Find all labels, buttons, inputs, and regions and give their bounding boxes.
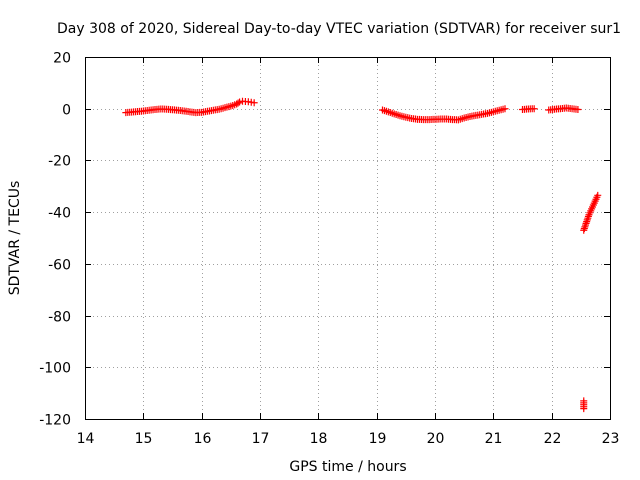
x-tick-label: 21	[485, 431, 503, 447]
y-tick-label: -60	[48, 258, 71, 274]
x-tick-label: 15	[135, 431, 153, 447]
x-axis-tick-labels: 14 15 16 17 18 19 20 21 22 23	[77, 431, 620, 447]
y-tick-label: 20	[53, 51, 71, 67]
x-tick-label: 14	[77, 431, 95, 447]
chart-title: Day 308 of 2020, Sidereal Day-to-day VTE…	[57, 21, 621, 37]
grid	[85, 57, 610, 419]
y-tick-label: -80	[48, 310, 71, 326]
y-axis-label: SDTVAR / TECUs	[7, 181, 23, 296]
data-point	[580, 405, 588, 413]
y-tick-label: -40	[48, 206, 71, 222]
x-tick-label: 20	[427, 431, 445, 447]
x-tick-label: 22	[544, 431, 562, 447]
data-point	[530, 105, 538, 113]
x-tick-label: 19	[369, 431, 387, 447]
data-point-interp	[234, 99, 242, 107]
y-tick-label: -100	[39, 361, 71, 377]
x-axis-label: GPS time / hours	[289, 459, 406, 475]
x-tick-label: 16	[194, 431, 212, 447]
data-points	[122, 97, 602, 413]
axis-ticks	[85, 57, 611, 420]
data-point	[594, 191, 602, 199]
plot-frame	[85, 57, 611, 420]
data-point	[250, 99, 258, 107]
y-axis-tick-labels: 20 0 -20 -40 -60 -80 -100 -120	[39, 51, 71, 429]
y-tick-label: -120	[39, 413, 71, 429]
data-point	[501, 105, 509, 113]
x-tick-label: 18	[310, 431, 328, 447]
y-tick-label: -20	[48, 154, 71, 170]
x-tick-label: 23	[602, 431, 620, 447]
data-point	[574, 105, 582, 113]
x-tick-label: 17	[252, 431, 270, 447]
y-tick-label: 0	[62, 103, 71, 119]
